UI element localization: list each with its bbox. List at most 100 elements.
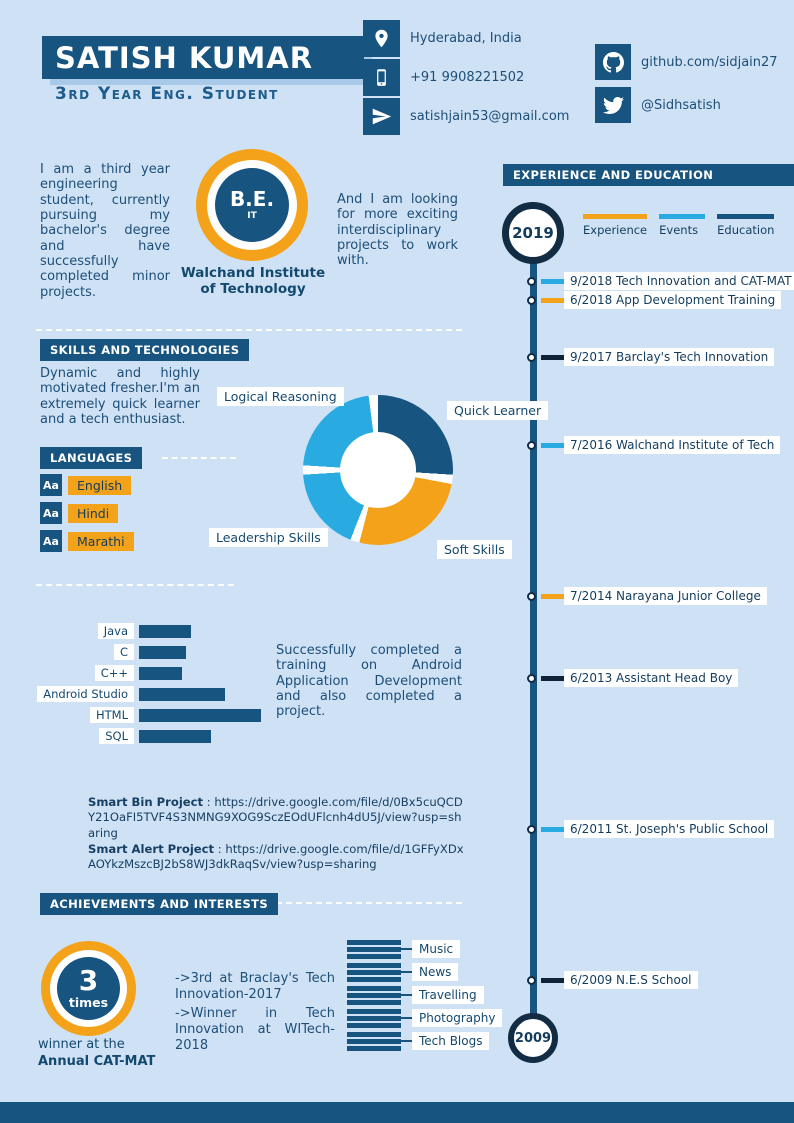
timeline-entry-label: 7/2014 Narayana Junior College (564, 587, 767, 605)
connector-line (401, 994, 412, 996)
award-caption: winner at the Annual CAT-MAT (38, 1037, 155, 1071)
separator-line (266, 902, 462, 904)
skills-intro-text: Dynamic and highly motivated fresher.I'm… (40, 366, 200, 427)
bar-row: Android Studio (37, 686, 261, 702)
project-entry: Smart Bin Project : https://drive.google… (88, 795, 466, 841)
connector-line (401, 948, 412, 950)
legend-entry: Events (659, 214, 706, 237)
timeline-entry-label: 9/2018 Tech Innovation and CAT-MAT (564, 272, 794, 290)
skills-donut-chart (303, 395, 453, 545)
degree-badge-core: B.E. IT (215, 168, 289, 242)
award-badge: 3 times (41, 941, 136, 1036)
section-experience-education: EXPERIENCE AND EDUCATION (503, 164, 794, 186)
degree-badge-ring: B.E. IT (207, 160, 297, 250)
timeline-item: 9/2018 Tech Innovation and CAT-MAT (527, 271, 794, 291)
bar (139, 645, 186, 659)
translate-icon: Aa (40, 474, 62, 496)
award-caption-line1: winner at the (38, 1037, 125, 1052)
award-count: 3 (78, 964, 99, 997)
project-entry: Smart Alert Project : https://drive.goog… (88, 842, 466, 873)
achievement-note: ->Winner in Tech Innovation at WITech-20… (175, 1005, 335, 1054)
project-url[interactable]: : https://drive.google.com/file/d/1GFFyX… (88, 841, 464, 872)
timeline-line (530, 238, 537, 1032)
timeline-tick (541, 278, 564, 284)
social-row[interactable]: github.com/sidjain27 (595, 44, 778, 80)
language-item: Aa English (40, 474, 134, 496)
degree-branch: IT (247, 211, 257, 221)
bar (139, 708, 261, 722)
contact-row: Hyderabad, India (363, 20, 569, 57)
android-note-text: Successfully completed a training on And… (276, 643, 462, 720)
language-label: English (68, 475, 132, 495)
timeline-tick (541, 593, 564, 599)
phone-icon (363, 59, 400, 96)
college-name: Walchand Institute of Technology (180, 265, 326, 298)
bar-row: C (38, 644, 261, 660)
timeline-item: 6/2013 Assistant Head Boy (527, 668, 739, 688)
timeline-tick (541, 354, 564, 360)
language-label: Marathi (68, 531, 134, 551)
language-item: Aa Marathi (40, 530, 134, 552)
language-list: Aa English Aa Hindi Aa Marathi (40, 474, 134, 558)
section-skills: SKILLS AND TECHNOLOGIES (40, 339, 250, 361)
bar-label: C (113, 644, 134, 660)
achievement-note: ->3rd at Braclay's Tech Innovation-2017 (175, 971, 335, 1003)
interest-label: Music (412, 940, 461, 958)
bar-label: SQL (99, 728, 134, 744)
timeline-entry-label: 7/2016 Walchand Institute of Tech (564, 436, 781, 454)
social-row[interactable]: @Sidhsatish (595, 87, 778, 123)
interest-bars (347, 1031, 401, 1051)
interest-bars (347, 962, 401, 982)
bar-row: HTML (38, 707, 261, 723)
award-badge-ring: 3 times (50, 950, 127, 1027)
bar (139, 729, 211, 743)
send-icon (363, 98, 400, 135)
timeline-entry-label: 6/2009 N.E.S School (564, 971, 698, 989)
timeline-entry-label: 6/2013 Assistant Head Boy (564, 669, 739, 687)
timeline-dot (527, 673, 536, 683)
interest-label: Tech Blogs (412, 1032, 490, 1050)
donut-label-logical-reasoning: Logical Reasoning (217, 387, 344, 406)
timeline-item: 7/2014 Narayana Junior College (527, 586, 767, 606)
timeline-dot (527, 295, 536, 305)
timeline-dot (527, 440, 536, 450)
timeline-dot (527, 975, 536, 985)
legend: Experience Events Education (583, 214, 775, 237)
bar-label-cell: C (38, 644, 134, 660)
bar-label-cell: SQL (38, 728, 134, 744)
translate-icon: Aa (40, 530, 62, 552)
project-list: Smart Bin Project : https://drive.google… (88, 795, 466, 873)
timeline-entry-label: 6/2018 App Development Training (564, 291, 782, 309)
interest-row: Tech Blogs (347, 1031, 502, 1051)
timeline-end-year: 2009 (508, 1013, 558, 1063)
timeline-dot (527, 352, 536, 362)
interest-row: Photography (347, 1008, 503, 1028)
timeline-tick (541, 442, 564, 448)
timeline-dot (527, 824, 536, 834)
award-unit: times (68, 995, 109, 1010)
bar (139, 687, 225, 701)
contact-text: +91 9908221502 (410, 70, 525, 85)
timeline-item: 6/2009 N.E.S School (527, 970, 698, 990)
timeline-entry-label: 6/2011 St. Joseph's Public School (564, 820, 775, 838)
legend-swatch (583, 214, 648, 219)
interest-row: Travelling (347, 985, 502, 1005)
social-link[interactable]: @Sidhsatish (641, 97, 721, 113)
degree-badge: B.E. IT (196, 149, 308, 261)
project-url[interactable]: : https://drive.google.com/file/d/0Bx5cu… (88, 795, 463, 840)
timeline-dot (527, 276, 536, 286)
language-item: Aa Hindi (40, 502, 134, 524)
twitter-icon (595, 87, 631, 123)
legend-label: Experience (583, 223, 648, 237)
project-name: Smart Bin Project (88, 795, 204, 809)
timeline-tick (541, 675, 564, 681)
interest-bars (347, 1008, 401, 1028)
legend-swatch (717, 214, 775, 219)
interest-bars (347, 939, 401, 959)
legend-swatch (659, 214, 706, 219)
timeline-item: 6/2018 App Development Training (527, 290, 782, 310)
social-link[interactable]: github.com/sidjain27 (641, 54, 778, 70)
donut-label-leadership-skills: Leadership Skills (209, 528, 328, 547)
